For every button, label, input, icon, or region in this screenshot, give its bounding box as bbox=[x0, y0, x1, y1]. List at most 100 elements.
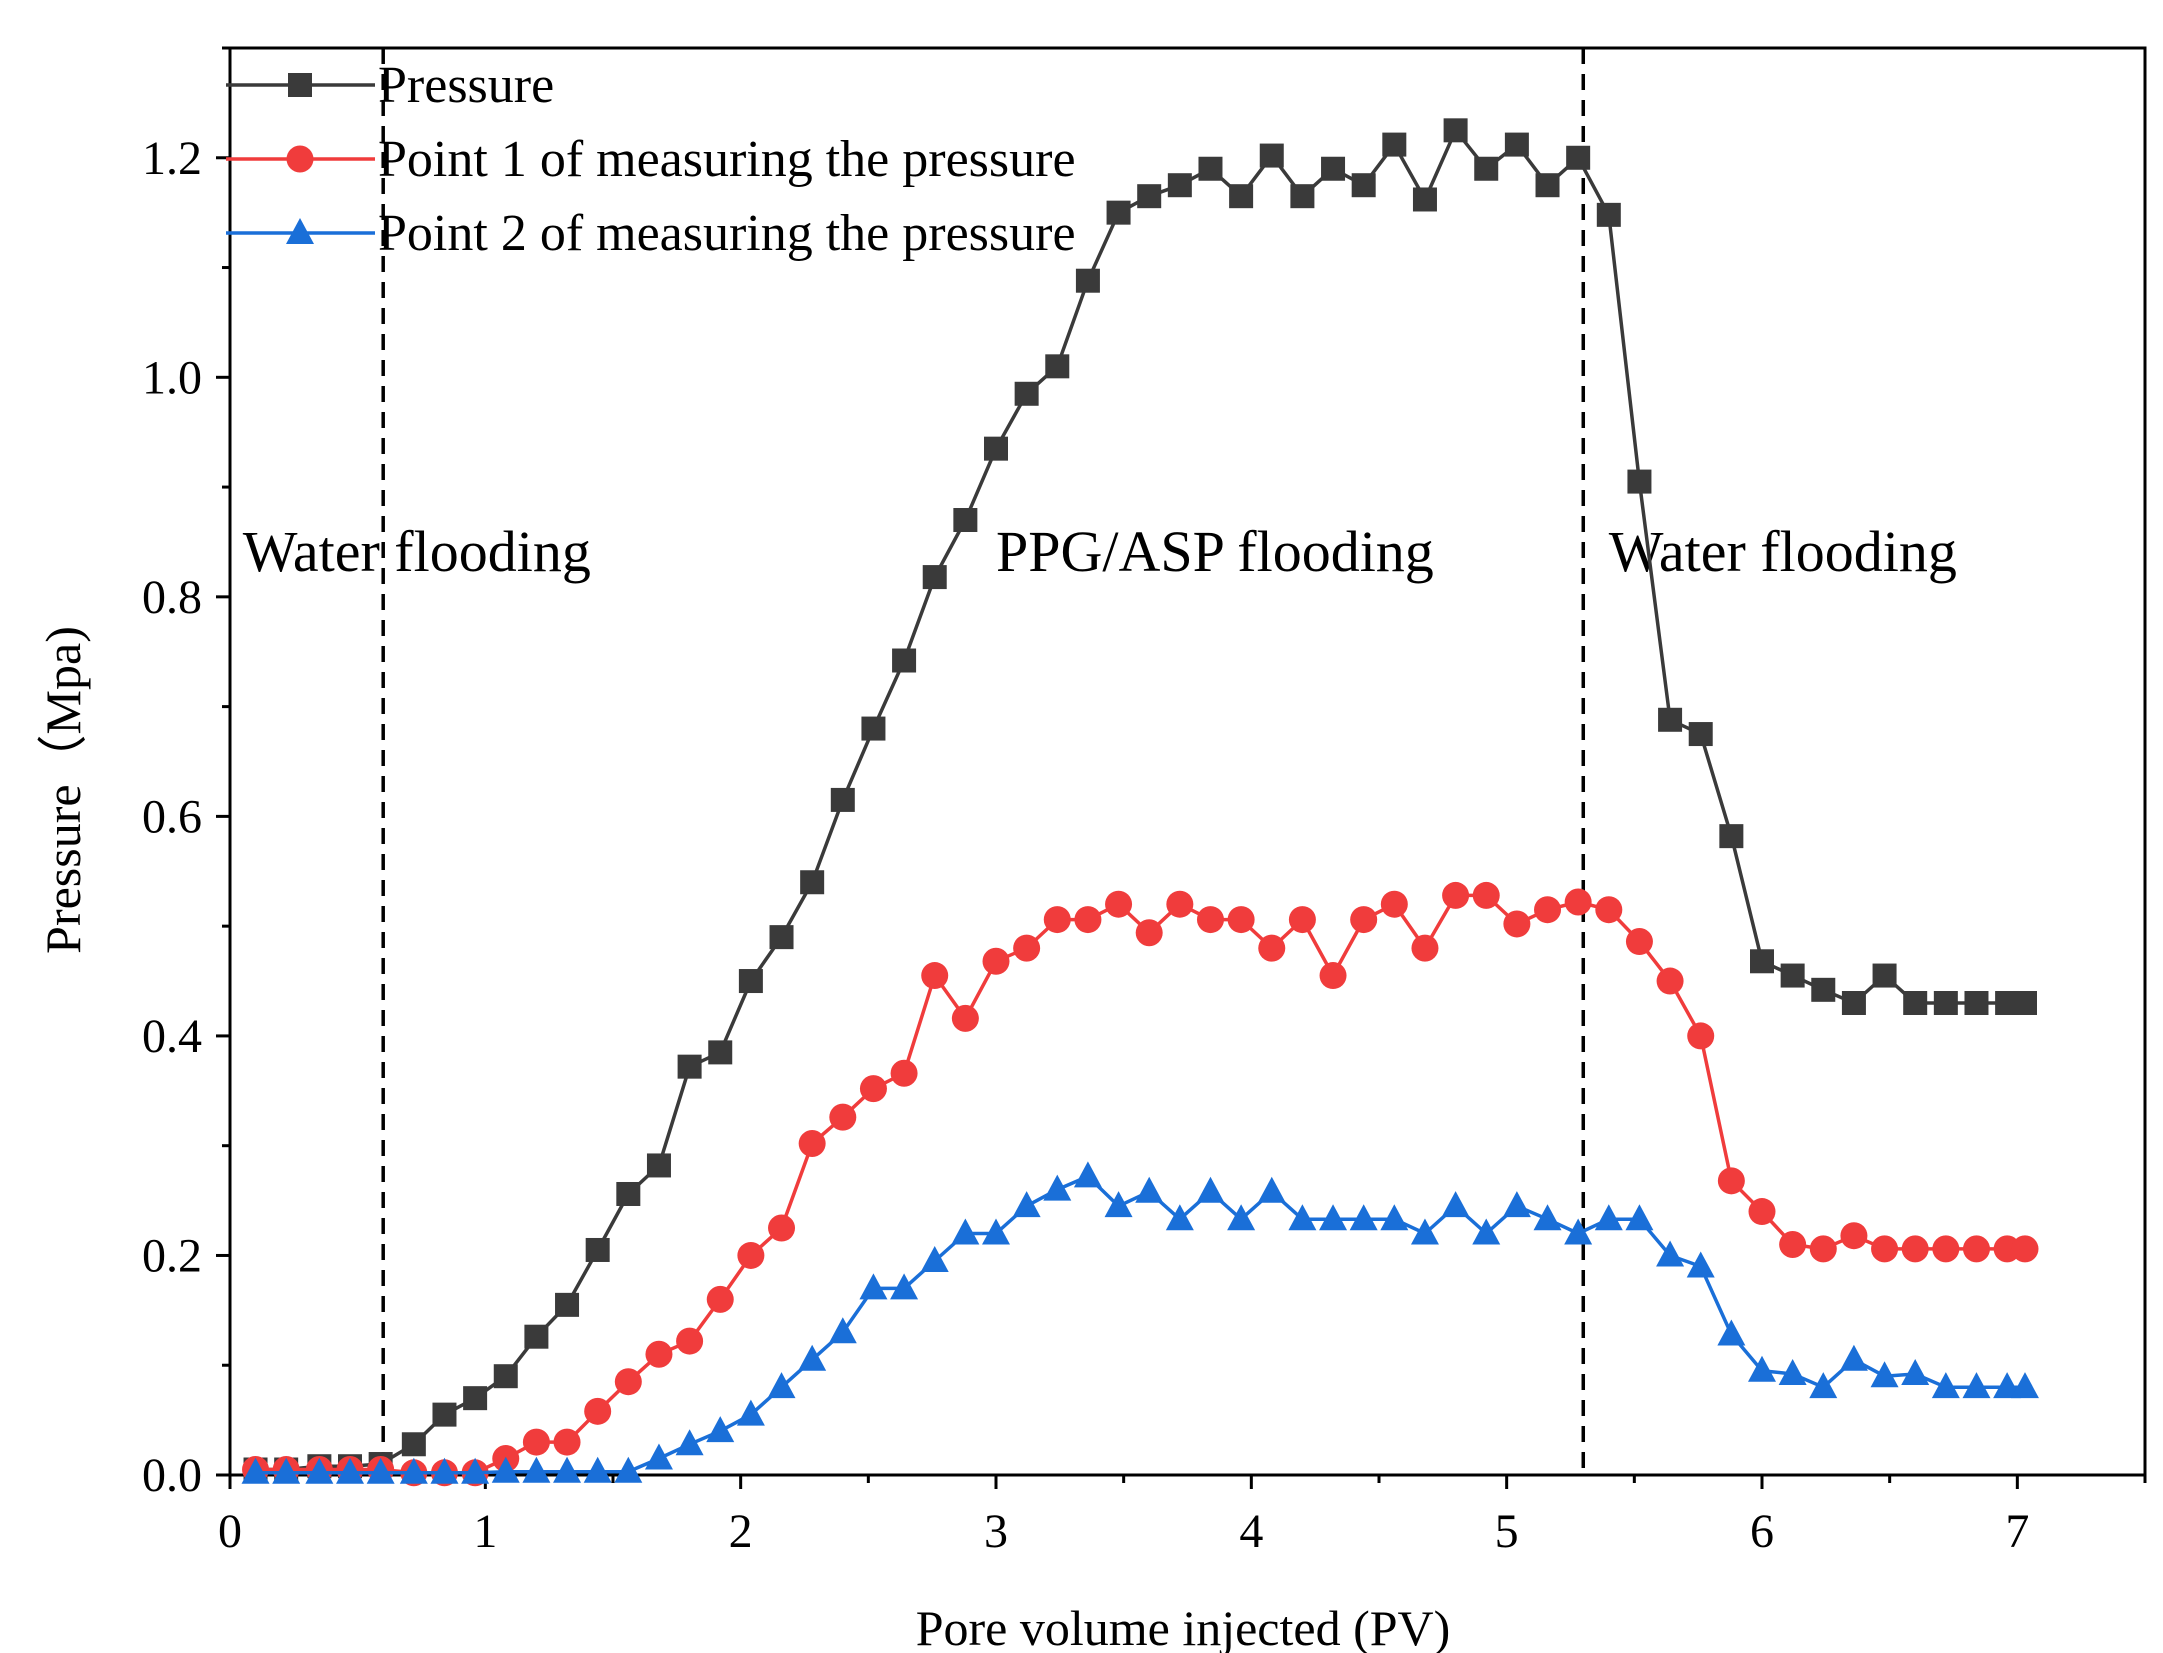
data-point-triangle bbox=[1993, 1372, 2022, 1399]
data-point-circle bbox=[1043, 906, 1071, 934]
data-point-square bbox=[401, 1432, 426, 1457]
data-point-square bbox=[585, 1237, 610, 1262]
data-point-circle bbox=[1595, 896, 1623, 924]
data-point-square bbox=[1504, 132, 1529, 157]
data-point-triangle bbox=[920, 1245, 949, 1272]
data-point-circle bbox=[1687, 1022, 1715, 1050]
data-point-triangle bbox=[828, 1317, 857, 1344]
data-point-triangle bbox=[491, 1456, 520, 1483]
data-point-triangle bbox=[1564, 1218, 1593, 1245]
phase-annotation: Water flooding bbox=[243, 519, 591, 584]
data-point-triangle bbox=[1319, 1204, 1348, 1231]
data-point-circle bbox=[1901, 1235, 1929, 1263]
data-point-circle bbox=[1380, 890, 1408, 918]
data-point-triangle bbox=[1012, 1191, 1041, 1218]
y-tick-label: 0.0 bbox=[142, 1449, 202, 1502]
data-point-square bbox=[1658, 707, 1683, 732]
data-point-triangle bbox=[1870, 1361, 1899, 1388]
data-point-triangle bbox=[644, 1443, 673, 1470]
data-point-circle bbox=[1625, 928, 1653, 956]
data-point-square bbox=[1535, 173, 1560, 198]
data-point-triangle bbox=[951, 1218, 980, 1245]
data-point-triangle bbox=[1594, 1204, 1623, 1231]
data-point-triangle bbox=[1778, 1359, 1807, 1386]
data-point-square bbox=[922, 565, 947, 590]
data-point-square bbox=[1229, 184, 1254, 209]
data-point-triangle bbox=[767, 1372, 796, 1399]
data-point-triangle bbox=[1288, 1204, 1317, 1231]
legend-marker-circle bbox=[286, 145, 314, 173]
data-point-triangle bbox=[336, 1457, 365, 1484]
data-point-square bbox=[2012, 990, 2037, 1015]
data-point-triangle bbox=[399, 1457, 428, 1484]
data-point-triangle bbox=[1196, 1176, 1225, 1203]
legend: Pressure Point 1 of measuring the pressur… bbox=[226, 57, 1076, 262]
axis-ticks: 0 1 2 3 4 5 6 7 0.0 0.2 0.4 0.6 0.8 1.0 1.2 bbox=[142, 46, 2147, 1558]
data-point-circle bbox=[1809, 1235, 1837, 1263]
data-point-triangle bbox=[1104, 1191, 1133, 1218]
data-point-circle bbox=[768, 1214, 796, 1242]
legend-marker-triangle bbox=[286, 218, 314, 244]
data-point-circle bbox=[1748, 1198, 1776, 1226]
data-point-square bbox=[1964, 990, 1989, 1015]
data-point-triangle bbox=[1135, 1176, 1164, 1203]
data-point-square bbox=[555, 1292, 580, 1317]
data-point-circle bbox=[645, 1340, 673, 1368]
data-point-circle bbox=[1932, 1235, 1960, 1263]
data-point-square bbox=[1045, 354, 1070, 379]
data-point-square bbox=[1137, 184, 1162, 209]
data-point-circle bbox=[1105, 890, 1133, 918]
data-point-triangle bbox=[1625, 1204, 1654, 1231]
data-point-circle bbox=[1534, 896, 1562, 924]
data-point-triangle bbox=[982, 1218, 1010, 1245]
data-point-square bbox=[769, 925, 794, 950]
data-point-triangle bbox=[1656, 1240, 1685, 1267]
data-point-triangle bbox=[1901, 1359, 1930, 1386]
data-point-square bbox=[1321, 156, 1346, 181]
data-point-square bbox=[800, 870, 825, 895]
data-point-circle bbox=[798, 1129, 826, 1157]
data-point-circle bbox=[1442, 881, 1470, 909]
data-point-circle bbox=[1258, 934, 1286, 962]
x-axis-label: Pore volume injected (PV) bbox=[916, 1600, 1451, 1653]
data-point-circle bbox=[1962, 1235, 1990, 1263]
data-point-triangle bbox=[1410, 1218, 1439, 1245]
data-point-triangle bbox=[430, 1457, 459, 1484]
data-point-square bbox=[493, 1364, 518, 1389]
y-tick-label: 0.8 bbox=[142, 571, 202, 624]
data-point-circle bbox=[1840, 1222, 1868, 1250]
data-point-triangle bbox=[553, 1456, 582, 1483]
data-point-circle bbox=[1196, 906, 1224, 934]
phase-divider-lines bbox=[381, 48, 1586, 1475]
phase-annotation: Water flooding bbox=[1609, 519, 1957, 584]
series-line bbox=[255, 893, 2025, 1475]
phase-annotation: PPG/ASP flooding bbox=[996, 519, 1434, 584]
data-point-triangle bbox=[1809, 1372, 1838, 1399]
data-point-circle bbox=[706, 1285, 734, 1313]
data-point-triangle bbox=[1165, 1204, 1194, 1231]
data-point-square bbox=[432, 1402, 457, 1427]
data-point-square bbox=[1106, 200, 1131, 225]
data-point-square bbox=[524, 1324, 549, 1349]
data-point-square bbox=[1750, 949, 1774, 974]
x-tick-label: 6 bbox=[1750, 1505, 1774, 1558]
legend-marker-square bbox=[288, 73, 312, 97]
data-point-square bbox=[1198, 156, 1223, 181]
data-point-circle bbox=[1013, 934, 1041, 962]
data-point-square bbox=[1596, 202, 1621, 227]
x-tick-label: 0 bbox=[218, 1505, 242, 1558]
y-tick-label: 1.0 bbox=[142, 351, 202, 404]
data-point-square bbox=[830, 787, 855, 812]
data-point-triangle bbox=[1502, 1191, 1531, 1218]
data-point-triangle bbox=[366, 1457, 395, 1484]
data-point-triangle bbox=[736, 1399, 765, 1426]
data-point-triangle bbox=[1227, 1204, 1256, 1231]
y-tick-label: 0.2 bbox=[142, 1229, 202, 1282]
data-point-circle bbox=[584, 1397, 612, 1425]
data-point-circle bbox=[890, 1059, 918, 1087]
data-point-circle bbox=[1135, 919, 1163, 947]
data-point-circle bbox=[1074, 906, 1102, 934]
data-point-circle bbox=[1350, 906, 1378, 934]
data-point-triangle bbox=[706, 1416, 735, 1443]
data-point-circle bbox=[921, 962, 949, 990]
